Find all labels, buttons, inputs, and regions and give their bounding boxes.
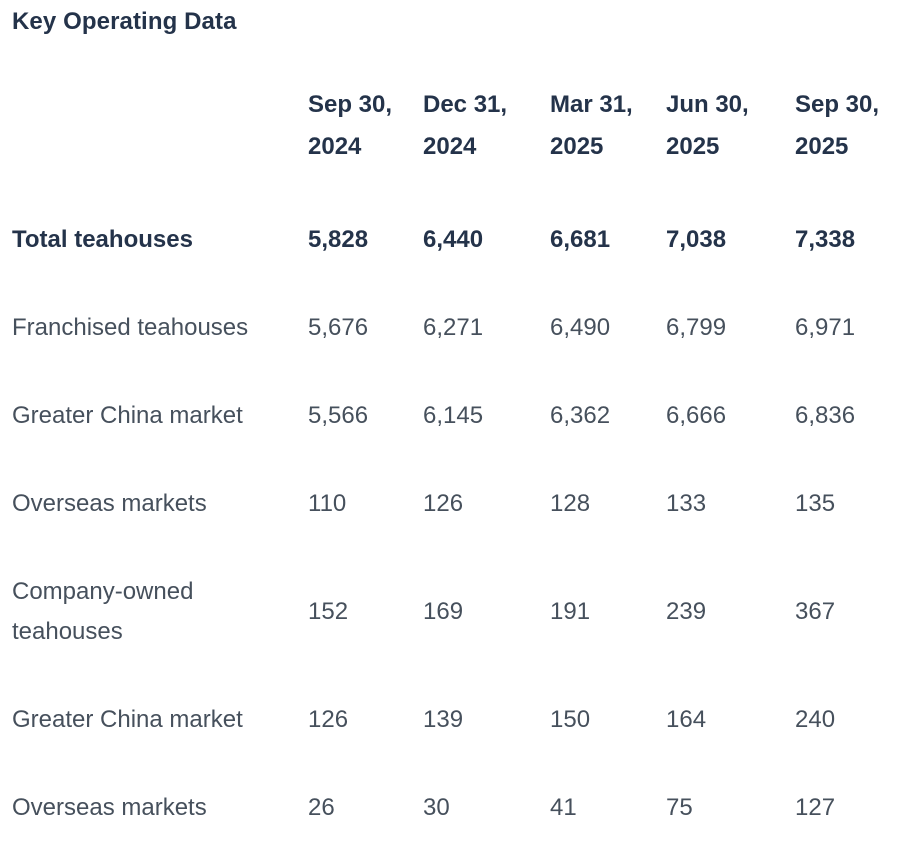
row-label-column-header	[12, 38, 308, 196]
cell: 191	[550, 598, 591, 625]
row-label: Overseas markets	[12, 794, 207, 821]
cell: 6,666	[666, 402, 727, 429]
cell: 30	[423, 794, 450, 821]
table-row-company-owned-greater-china: Greater China market 126 139 150 164 240	[12, 676, 908, 764]
row-label: Greater China market	[12, 706, 243, 733]
table-row-franchised-teahouses: Franchised teahouses 5,676 6,271 6,490 6…	[12, 284, 908, 372]
header-row: Sep 30, 2024 Dec 31, 2024 Mar 31, 2025 J…	[12, 38, 908, 196]
table-row-company-owned-teahouses: Company-owned teahouses 152 169 191 239 …	[12, 548, 908, 676]
col-header-mar31-2025: Mar 31, 2025	[550, 91, 633, 160]
cell: 126	[423, 490, 464, 517]
cell: 6,145	[423, 402, 484, 429]
cell: 150	[550, 706, 591, 733]
cell: 239	[666, 598, 707, 625]
cell: 7,338	[795, 226, 856, 253]
cell: 6,971	[795, 314, 856, 341]
cell: 5,676	[308, 314, 369, 341]
table-row-franchised-overseas: Overseas markets 110 126 128 133 135	[12, 460, 908, 548]
cell: 6,799	[666, 314, 727, 341]
page-title: Key Operating Data	[12, 8, 237, 35]
row-label: Company-owned teahouses	[12, 578, 194, 645]
col-header-sep30-2025: Sep 30, 2025	[795, 91, 880, 160]
cell: 6,362	[550, 402, 611, 429]
cell: 6,836	[795, 402, 856, 429]
cell: 128	[550, 490, 591, 517]
cell: 6,490	[550, 314, 611, 341]
col-header-sep30-2024: Sep 30, 2024	[308, 91, 393, 160]
col-header-dec31-2024: Dec 31, 2024	[423, 91, 508, 160]
cell: 240	[795, 706, 836, 733]
cell: 139	[423, 706, 464, 733]
cell: 6,271	[423, 314, 484, 341]
cell: 133	[666, 490, 707, 517]
cell: 5,828	[308, 226, 369, 253]
cell: 41	[550, 794, 577, 821]
row-label: Total teahouses	[12, 226, 193, 253]
cell: 6,440	[423, 226, 484, 253]
table-row-franchised-greater-china: Greater China market 5,566 6,145 6,362 6…	[12, 372, 908, 460]
cell: 169	[423, 598, 464, 625]
cell: 75	[666, 794, 693, 821]
cell: 135	[795, 490, 836, 517]
table-row-total-teahouses: Total teahouses 5,828 6,440 6,681 7,038 …	[12, 196, 908, 284]
cell: 26	[308, 794, 335, 821]
key-operating-data-table: Sep 30, 2024 Dec 31, 2024 Mar 31, 2025 J…	[12, 38, 908, 850]
row-label: Greater China market	[12, 402, 243, 429]
cell: 6,681	[550, 226, 611, 253]
cell: 7,038	[666, 226, 727, 253]
row-label: Overseas markets	[12, 490, 207, 517]
col-header-jun30-2025: Jun 30, 2025	[666, 91, 749, 160]
table-row-company-owned-overseas: Overseas markets 26 30 41 75 127	[12, 764, 908, 850]
cell: 5,566	[308, 402, 369, 429]
row-label: Franchised teahouses	[12, 314, 249, 341]
cell: 367	[795, 598, 836, 625]
cell: 126	[308, 706, 349, 733]
cell: 152	[308, 598, 349, 625]
cell: 164	[666, 706, 707, 733]
cell: 110	[308, 490, 347, 517]
cell: 127	[795, 794, 836, 821]
